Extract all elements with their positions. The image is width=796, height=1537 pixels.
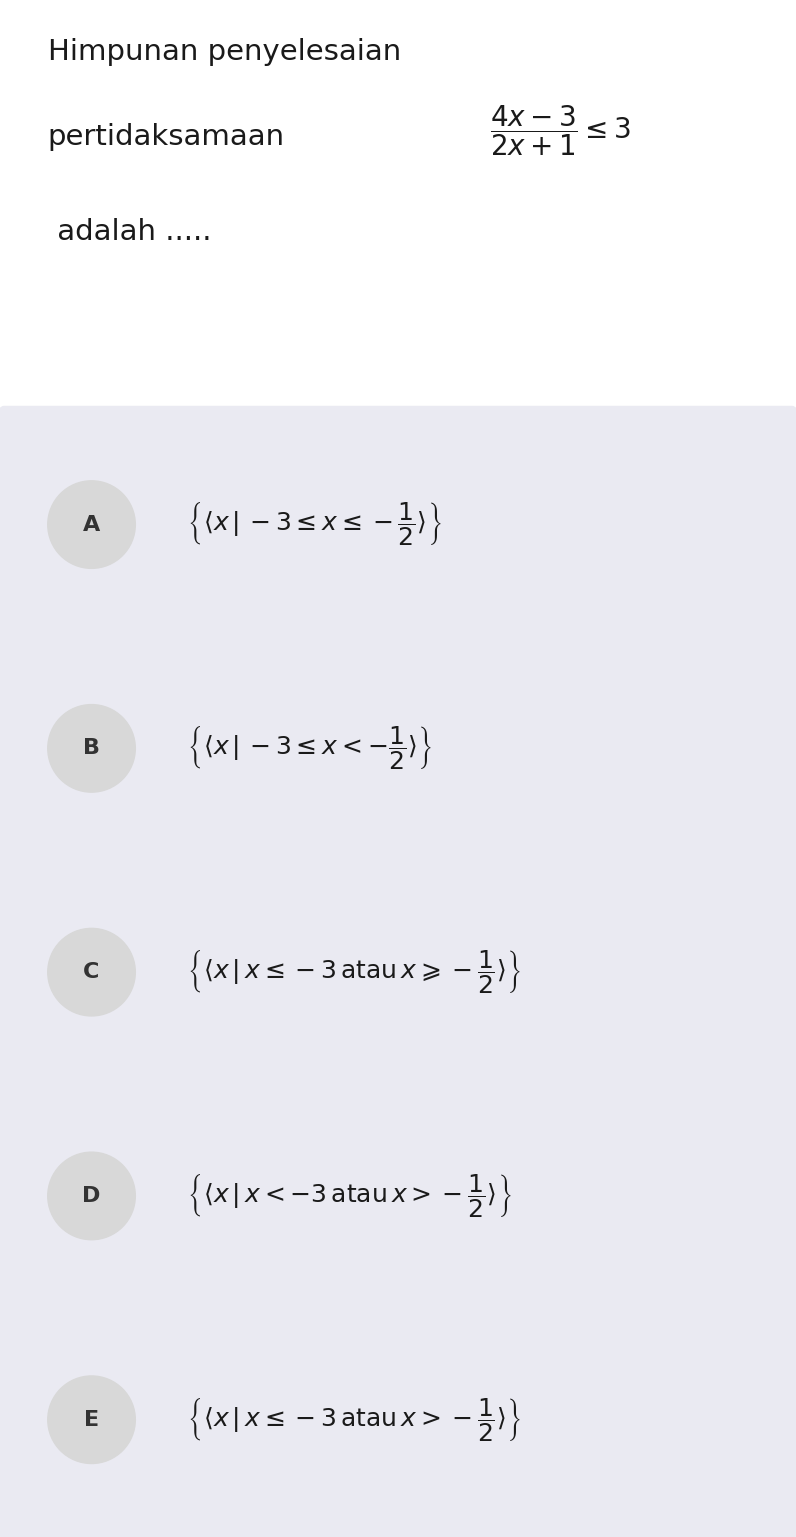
Text: $\left\{\langle x\,|\,x < -3\,\mathrm{atau}\,x > -\dfrac{1}{2}\rangle\right\}$: $\left\{\langle x\,|\,x < -3\,\mathrm{at…	[187, 1173, 512, 1220]
Ellipse shape	[48, 928, 135, 1016]
Text: D: D	[82, 1187, 101, 1207]
Text: adalah .....: adalah .....	[48, 218, 211, 246]
Text: A: A	[83, 515, 100, 535]
Text: E: E	[84, 1409, 100, 1429]
Text: C: C	[84, 962, 100, 982]
Text: $\left\{\langle x\,|\,-3 \leq x < -\dfrac{1}{2}\rangle\right\}$: $\left\{\langle x\,|\,-3 \leq x < -\dfra…	[187, 724, 432, 772]
FancyBboxPatch shape	[0, 853, 796, 1091]
Text: $\left\{\langle x\,|\,-3 \leq x \leq -\dfrac{1}{2}\rangle\right\}$: $\left\{\langle x\,|\,-3 \leq x \leq -\d…	[187, 501, 442, 549]
Ellipse shape	[48, 704, 135, 792]
FancyBboxPatch shape	[0, 0, 796, 407]
Text: $\left\{\langle x\,|\,x \leq -3\,\mathrm{atau}\,x \geqslant -\dfrac{1}{2}\rangle: $\left\{\langle x\,|\,x \leq -3\,\mathrm…	[187, 948, 521, 996]
Ellipse shape	[48, 1153, 135, 1240]
Text: B: B	[83, 738, 100, 758]
FancyBboxPatch shape	[0, 1300, 796, 1537]
Text: $\dfrac{4x-3}{2x+1} \leq 3$: $\dfrac{4x-3}{2x+1} \leq 3$	[490, 103, 630, 158]
Text: $\left\{\langle x\,|\,x \leq -3\,\mathrm{atau}\,x > -\dfrac{1}{2}\rangle\right\}: $\left\{\langle x\,|\,x \leq -3\,\mathrm…	[187, 1396, 521, 1443]
FancyBboxPatch shape	[0, 1077, 796, 1314]
FancyBboxPatch shape	[0, 630, 796, 867]
FancyBboxPatch shape	[0, 406, 796, 644]
Text: pertidaksamaan: pertidaksamaan	[48, 123, 285, 151]
Ellipse shape	[48, 1376, 135, 1463]
Text: Himpunan penyelesaian: Himpunan penyelesaian	[48, 38, 401, 66]
Ellipse shape	[48, 481, 135, 569]
